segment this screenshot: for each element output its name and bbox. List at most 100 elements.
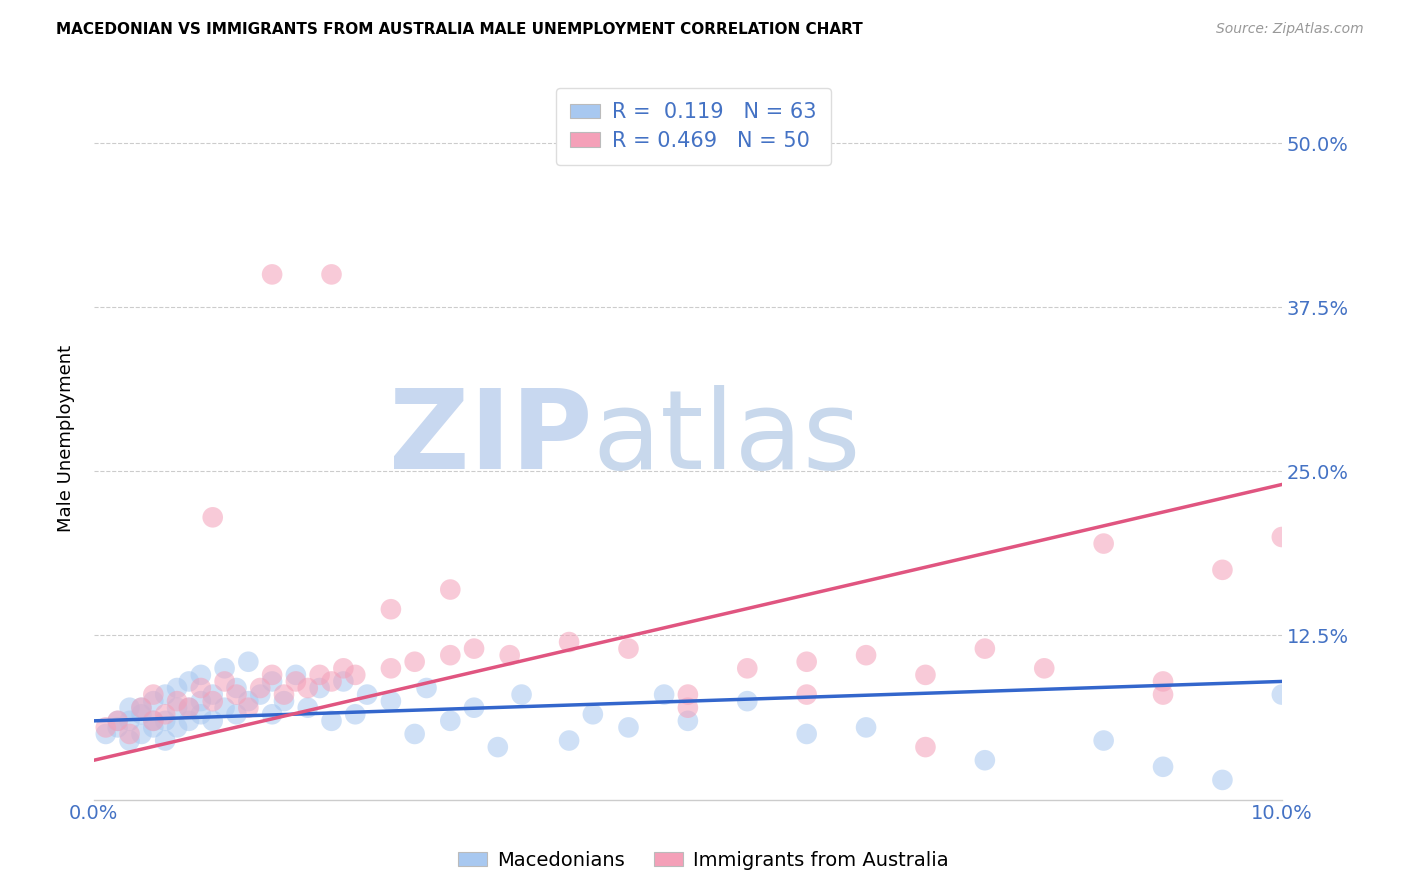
Text: ZIP: ZIP: [389, 385, 593, 492]
Point: [238, 655, 260, 669]
Point: [214, 661, 236, 675]
Point: [356, 688, 378, 702]
Point: [190, 694, 212, 708]
Point: [332, 674, 354, 689]
Point: [439, 648, 461, 663]
Point: [107, 720, 129, 734]
Point: [107, 714, 129, 728]
Point: [177, 700, 200, 714]
Point: [321, 714, 343, 728]
Point: [796, 688, 818, 702]
Point: [297, 700, 319, 714]
Point: [652, 688, 675, 702]
Point: [153, 733, 176, 747]
Point: [177, 674, 200, 689]
Text: atlas: atlas: [593, 385, 862, 492]
Point: [142, 694, 165, 708]
Point: [439, 714, 461, 728]
Point: [1092, 733, 1115, 747]
Point: [1271, 688, 1294, 702]
Legend: R =  0.119   N = 63, R = 0.469   N = 50: R = 0.119 N = 63, R = 0.469 N = 50: [555, 87, 831, 165]
Point: [153, 707, 176, 722]
Y-axis label: Male Unemployment: Male Unemployment: [58, 345, 75, 533]
Point: [166, 694, 188, 708]
Point: [131, 700, 153, 714]
Point: [225, 681, 247, 695]
Point: [1092, 536, 1115, 550]
Point: [308, 668, 330, 682]
Point: [439, 582, 461, 597]
Point: [284, 674, 307, 689]
Point: [1152, 674, 1174, 689]
Point: [558, 733, 581, 747]
Point: [796, 655, 818, 669]
Point: [404, 727, 426, 741]
Point: [1211, 772, 1233, 787]
Point: [118, 733, 141, 747]
Point: [273, 688, 295, 702]
Point: [142, 688, 165, 702]
Point: [973, 753, 995, 767]
Text: Source: ZipAtlas.com: Source: ZipAtlas.com: [1216, 22, 1364, 37]
Point: [118, 714, 141, 728]
Point: [273, 694, 295, 708]
Point: [332, 661, 354, 675]
Point: [94, 720, 117, 734]
Point: [676, 714, 699, 728]
Point: [676, 700, 699, 714]
Point: [177, 714, 200, 728]
Point: [1152, 688, 1174, 702]
Point: [131, 707, 153, 722]
Point: [344, 707, 367, 722]
Point: [131, 700, 153, 714]
Point: [617, 720, 640, 734]
Point: [486, 740, 509, 755]
Point: [1033, 661, 1056, 675]
Point: [201, 510, 224, 524]
Point: [166, 681, 188, 695]
Point: [262, 668, 284, 682]
Point: [558, 635, 581, 649]
Point: [855, 720, 877, 734]
Point: [94, 727, 117, 741]
Point: [321, 268, 343, 282]
Point: [735, 661, 758, 675]
Point: [582, 707, 605, 722]
Point: [262, 707, 284, 722]
Point: [214, 700, 236, 714]
Point: [201, 714, 224, 728]
Point: [201, 688, 224, 702]
Point: [190, 681, 212, 695]
Point: [153, 714, 176, 728]
Point: [142, 714, 165, 728]
Point: [380, 661, 402, 675]
Point: [463, 700, 485, 714]
Point: [796, 727, 818, 741]
Point: [249, 688, 271, 702]
Point: [166, 720, 188, 734]
Point: [308, 681, 330, 695]
Point: [249, 681, 271, 695]
Point: [1152, 760, 1174, 774]
Point: [177, 700, 200, 714]
Legend: Macedonians, Immigrants from Australia: Macedonians, Immigrants from Australia: [450, 843, 956, 878]
Point: [284, 668, 307, 682]
Point: [190, 668, 212, 682]
Point: [499, 648, 522, 663]
Point: [463, 641, 485, 656]
Point: [190, 707, 212, 722]
Point: [404, 655, 426, 669]
Point: [118, 727, 141, 741]
Point: [225, 688, 247, 702]
Point: [262, 674, 284, 689]
Point: [676, 688, 699, 702]
Point: [735, 694, 758, 708]
Point: [118, 700, 141, 714]
Point: [321, 674, 343, 689]
Point: [166, 700, 188, 714]
Point: [344, 668, 367, 682]
Point: [380, 694, 402, 708]
Point: [225, 707, 247, 722]
Point: [201, 694, 224, 708]
Point: [914, 668, 936, 682]
